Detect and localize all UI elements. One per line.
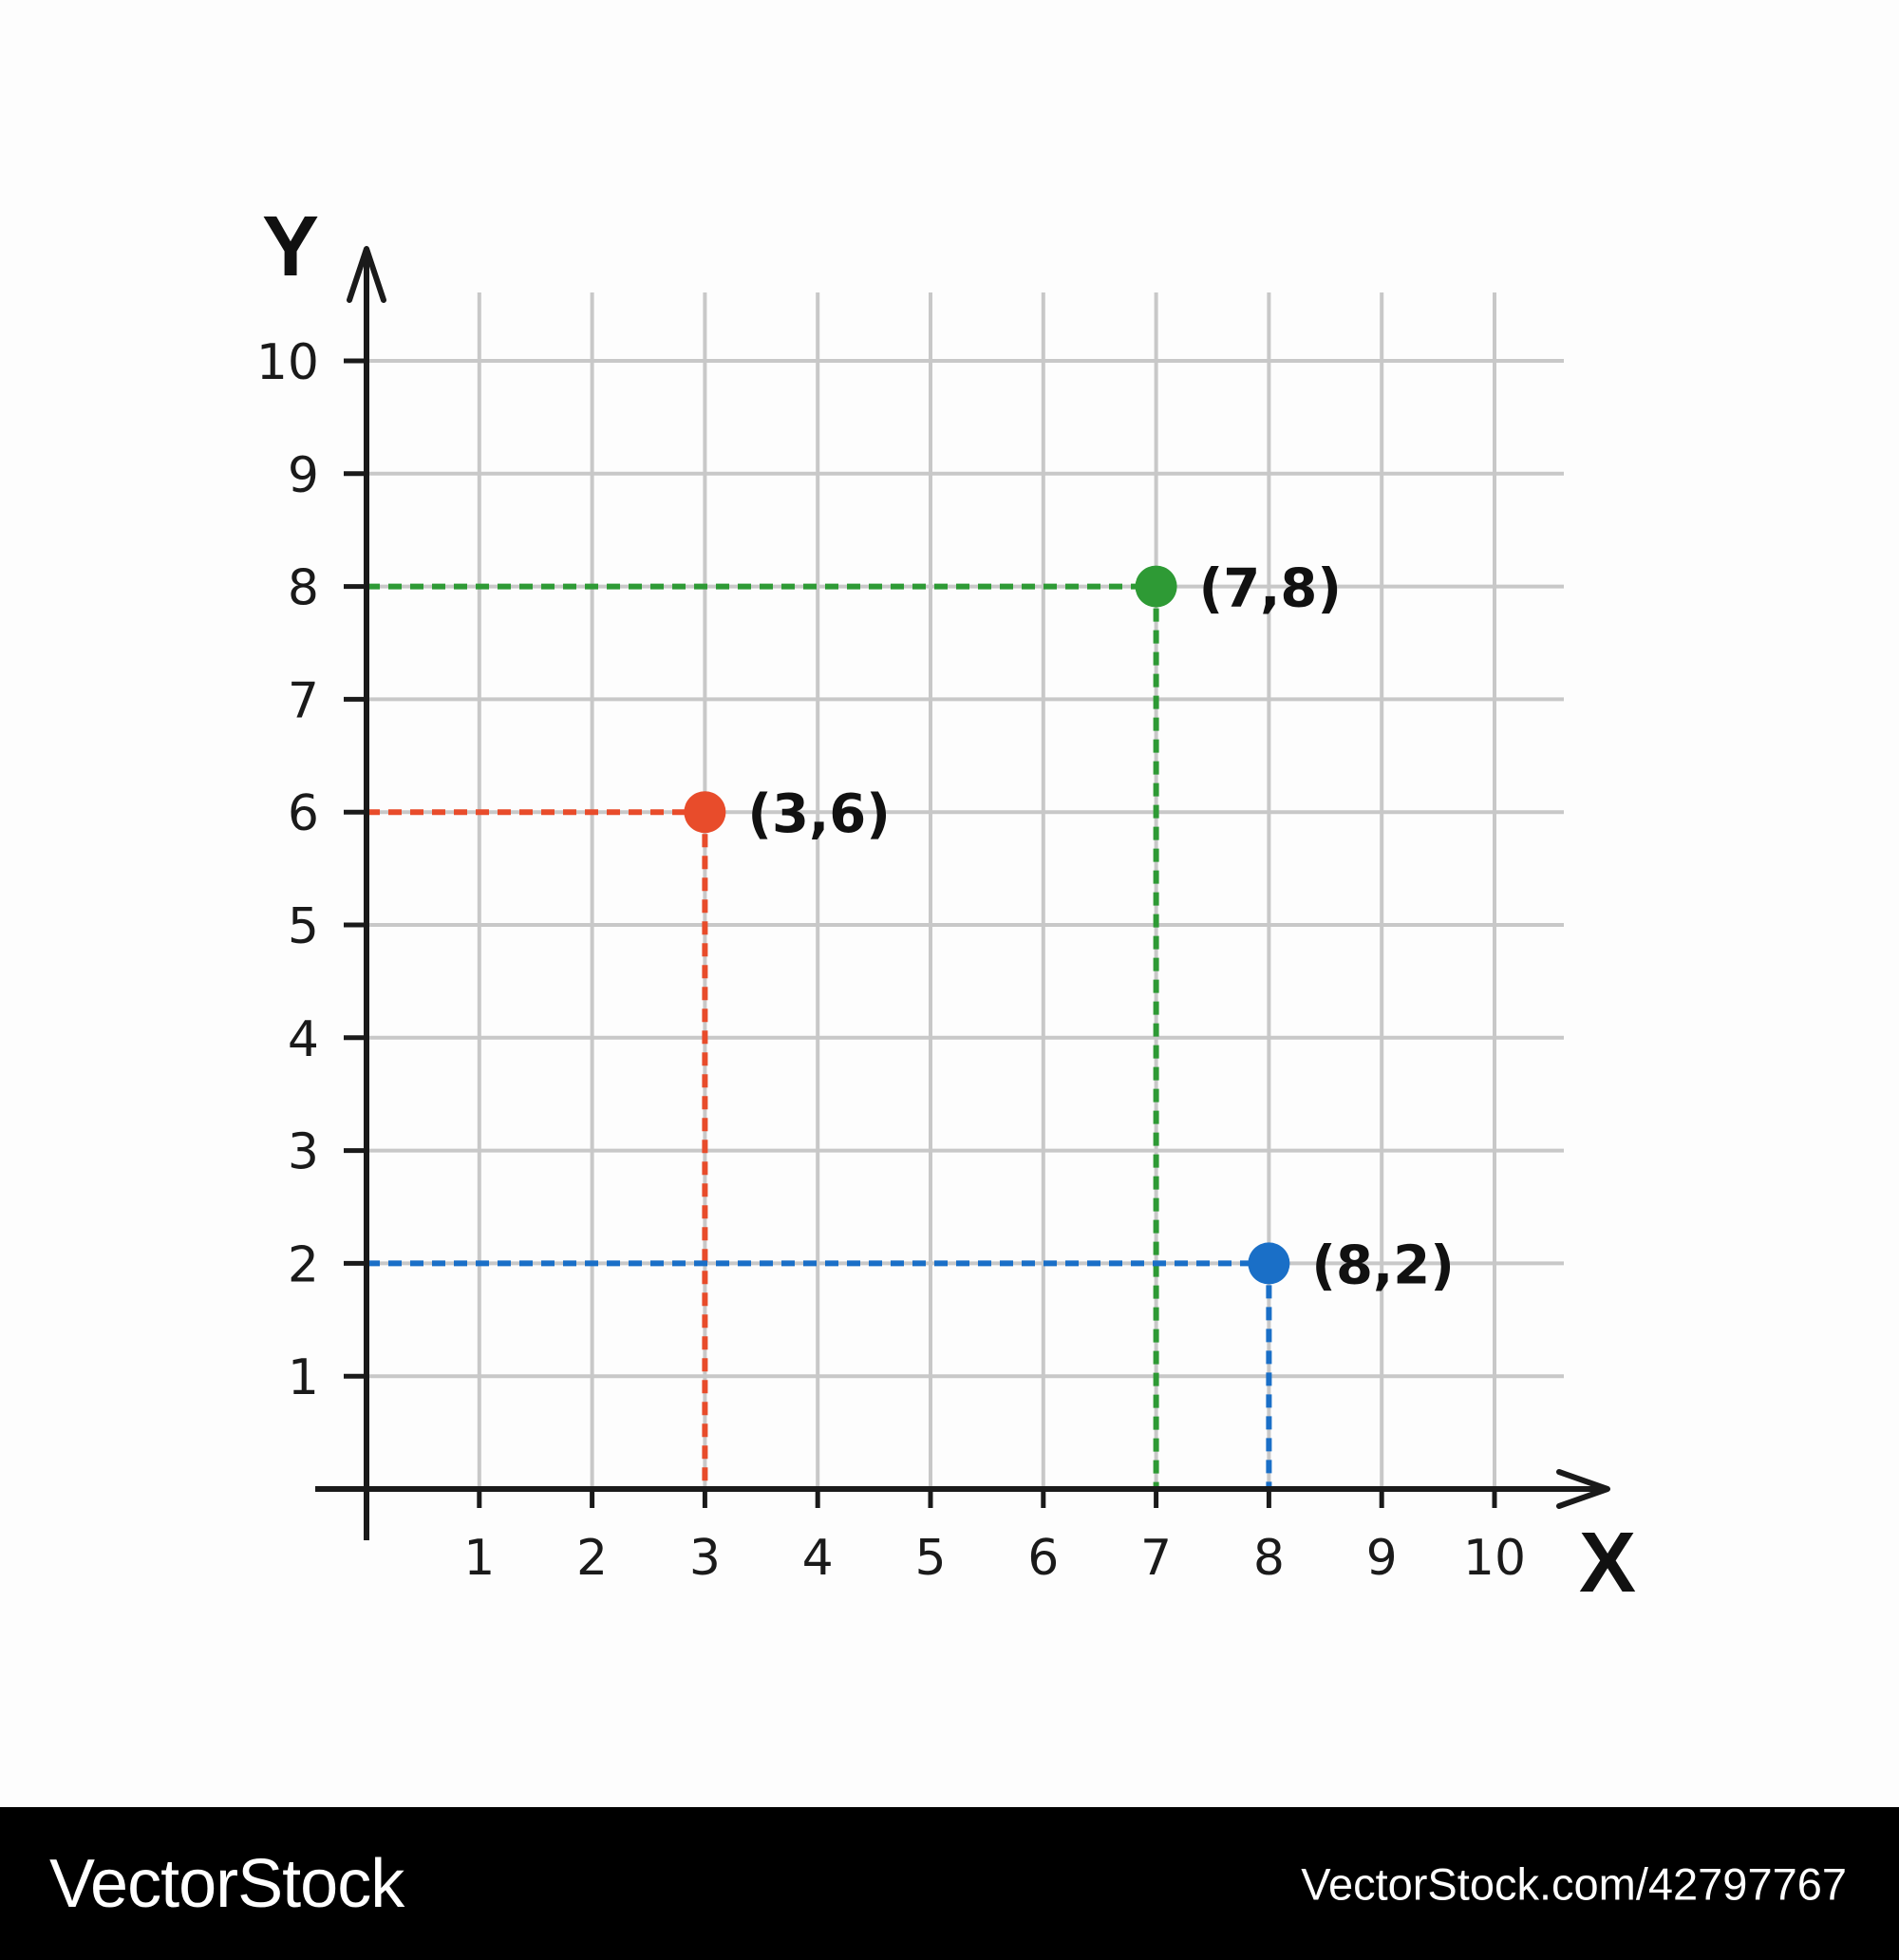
coordinate-plane-chart: 1 2 3 4 5 6 7 8 9 10 1 2 3 4 5 6 7 8 9 10 (3,6) (7,8) (8,2) Y… bbox=[256, 199, 1636, 1611]
x-axis-title: X bbox=[1579, 1516, 1636, 1611]
x-axis-arrow-icon bbox=[1556, 1469, 1610, 1509]
data-points: (3,6) (7,8) (8,2) bbox=[684, 558, 1455, 1296]
image-url: VectorStock.com/42797767 bbox=[1301, 1858, 1847, 1909]
data-point bbox=[684, 791, 726, 834]
y-tick-label: 5 bbox=[288, 898, 319, 955]
y-tick-label: 2 bbox=[288, 1236, 319, 1293]
y-tick-label: 10 bbox=[256, 334, 319, 391]
y-tick-label: 6 bbox=[288, 785, 319, 842]
data-point-label: (8,2) bbox=[1311, 1234, 1454, 1296]
y-axis-title: Y bbox=[262, 199, 319, 294]
axis-titles: YX bbox=[262, 199, 1636, 1611]
y-tick-label: 3 bbox=[288, 1124, 319, 1181]
chart-area: 1 2 3 4 5 6 7 8 9 10 1 2 3 4 5 6 7 8 9 10 (3,6) (7,8) (8,2) Y… bbox=[255, 199, 1637, 1611]
tick-labels: 1 2 3 4 5 6 7 8 9 10 1 2 3 4 5 6 7 8 9 10 bbox=[256, 334, 1526, 1587]
x-tick-label: 2 bbox=[576, 1530, 608, 1587]
data-point-label: (7,8) bbox=[1199, 558, 1342, 620]
x-tick-label: 1 bbox=[463, 1530, 495, 1587]
data-point bbox=[1248, 1242, 1290, 1285]
y-tick-label: 8 bbox=[288, 560, 319, 617]
guide-lines bbox=[367, 583, 1272, 1489]
x-tick-label: 6 bbox=[1027, 1530, 1059, 1587]
watermark-footer: VectorStock VectorStock.com/42797767 bbox=[0, 1807, 1899, 1960]
data-point-label: (3,6) bbox=[747, 783, 890, 845]
x-tick-label: 5 bbox=[914, 1530, 946, 1587]
y-axis-arrow-icon bbox=[347, 246, 386, 303]
y-tick-label: 9 bbox=[288, 447, 319, 504]
axes bbox=[315, 246, 1610, 1540]
y-tick-label: 1 bbox=[288, 1349, 319, 1406]
brand-logo: VectorStock bbox=[49, 1845, 404, 1922]
x-tick-label: 9 bbox=[1366, 1530, 1398, 1587]
x-tick-label: 4 bbox=[802, 1530, 834, 1587]
x-tick-label: 7 bbox=[1140, 1530, 1172, 1587]
y-tick-label: 7 bbox=[288, 672, 319, 729]
y-tick-label: 4 bbox=[288, 1011, 319, 1068]
x-tick-label: 3 bbox=[689, 1530, 721, 1587]
data-point bbox=[1135, 565, 1177, 608]
x-tick-label: 8 bbox=[1253, 1530, 1285, 1587]
x-tick-label: 10 bbox=[1463, 1530, 1526, 1587]
grid bbox=[367, 292, 1564, 1489]
